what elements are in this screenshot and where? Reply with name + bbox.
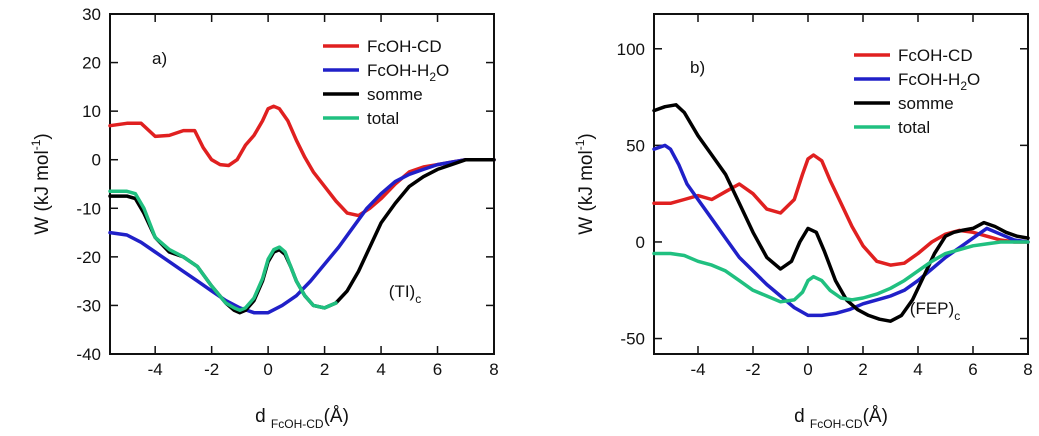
- x-tick-label: 8: [1023, 360, 1032, 379]
- panel-label: a): [152, 49, 167, 68]
- panel-label: b): [690, 58, 705, 77]
- y-tick-label: 10: [82, 102, 101, 121]
- x-axis-label: d FcOH-CD(Å): [794, 406, 888, 431]
- legend-label: FcOH-CD: [367, 37, 442, 56]
- x-tick-label: -2: [745, 360, 760, 379]
- plot-frame: [109, 13, 495, 355]
- x-tick-label: 4: [376, 360, 385, 379]
- series-line-fcoh-h-o: [652, 143, 1030, 318]
- y-tick-label: 50: [626, 136, 645, 155]
- y-tick-label: 0: [636, 233, 645, 252]
- chart-panel-a: -4 -2 0 2 4 6 8-40-30-20-100102030FcOH-CDFcOH-…: [29, 5, 499, 431]
- series-line-total: [108, 189, 338, 313]
- x-tick-label: 0: [803, 360, 812, 379]
- x-tick-label: 8: [489, 360, 498, 379]
- legend-label: total: [898, 118, 930, 137]
- x-tick-label: 4: [913, 360, 922, 379]
- x-tick-label: 6: [968, 360, 977, 379]
- y-axis-label: W (kJ mol-1): [29, 133, 53, 234]
- series-line-fcoh-cd: [652, 153, 1030, 267]
- y-tick-label: -20: [76, 248, 101, 267]
- x-tick-label: -4: [690, 360, 705, 379]
- x-tick-label: 0: [263, 360, 272, 379]
- y-tick-label: 30: [82, 5, 101, 24]
- legend-label: somme: [367, 85, 423, 104]
- series-line-fcoh-h-o: [108, 157, 496, 315]
- x-tick-label: -2: [204, 360, 219, 379]
- x-tick-label: 6: [433, 360, 442, 379]
- series-line-somme: [652, 103, 1030, 323]
- y-tick-label: -10: [76, 199, 101, 218]
- method-annotation: (FEP)c: [910, 299, 960, 323]
- y-tick-label: 100: [617, 40, 645, 59]
- series-line-fcoh-cd: [108, 104, 496, 218]
- legend-label: total: [367, 109, 399, 128]
- plot-frame: [653, 13, 1029, 355]
- y-tick-label: -40: [76, 345, 101, 364]
- legend-label: FcOH-H2O: [898, 70, 980, 93]
- x-tick-label: -4: [148, 360, 163, 379]
- x-axis-label: d FcOH-CD(Å): [255, 406, 349, 431]
- y-tick-label: 0: [92, 151, 101, 170]
- x-tick-label: 2: [858, 360, 867, 379]
- series-line-total: [652, 240, 1030, 304]
- y-axis-label: W (kJ mol-1): [573, 133, 597, 234]
- legend-label: somme: [898, 94, 954, 113]
- legend-label: FcOH-CD: [898, 46, 973, 65]
- y-tick-label: -30: [76, 296, 101, 315]
- legend-label: FcOH-H2O: [367, 61, 449, 84]
- y-tick-label: -50: [620, 330, 645, 349]
- y-tick-label: 20: [82, 54, 101, 73]
- method-annotation: (TI)c: [389, 282, 421, 306]
- x-tick-label: 2: [320, 360, 329, 379]
